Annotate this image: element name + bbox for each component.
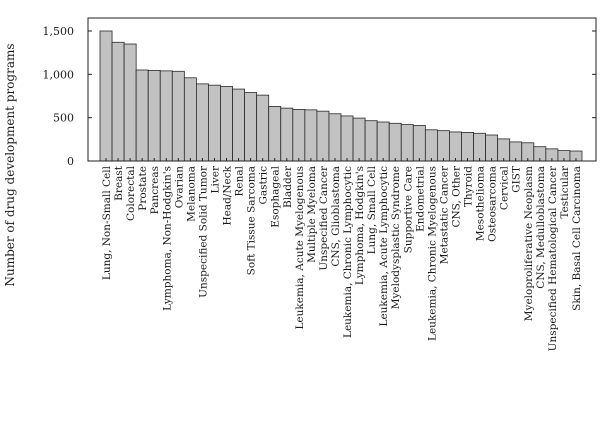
x-tick-label: Myelodysplastic Syndrome [390,166,402,309]
bar-9 [195,83,209,162]
bar-32 [473,132,486,162]
x-tick-label: Myeloproliferative Neoplasm [523,166,535,321]
bar-8 [183,77,197,162]
bar-33 [485,134,499,162]
bar-28 [424,129,438,162]
bar-14 [256,94,270,162]
bar-16 [280,107,294,162]
x-tick-label: CNS, Other [450,165,462,228]
bar-30 [449,131,462,162]
x-tick-label: Supportive Care [402,166,414,253]
x-tick-label: Leukemia, Acute Lymphocytic [378,166,390,327]
x-tick-label: Colorectal [125,165,137,221]
y-axis: 0 500 1,000 1,500 [43,25,596,168]
x-tick-label: GIST [511,166,523,193]
bar-2 [111,41,125,162]
x-tick-label: Esophageal [270,165,282,227]
x-tick-label: Osteosarcoma [487,166,499,242]
bar-31 [461,131,474,162]
bar-24 [376,121,390,162]
x-tick-label: Multiple Myeloma [306,166,318,263]
x-tick-label: Gastric [258,166,270,205]
bar-4 [135,69,149,162]
x-tick-label: Leukemia, Chronic Lymphocytic [342,166,354,338]
x-tick-label: Cervical [499,165,511,210]
x-tick-label: Endometrial [414,165,426,231]
x-tick-label: Pancreas [149,166,161,214]
x-tick-label: Leukemia, Chronic Myelogenous [426,166,438,341]
x-tick-label: Skin, Basal Cell Carcinoma [571,166,583,311]
x-tick-label: Thyroid [463,166,475,207]
x-tick-label: Bladder [282,165,294,208]
x-tick-label: Ovarian [173,166,185,208]
x-tick-label: Liver [209,165,221,193]
bar-26 [400,124,414,162]
y-tick-label: 1,500 [43,25,75,38]
x-tick-label: Lung, Small Cell [366,165,378,254]
bar-15 [268,106,282,162]
x-tick-label: Renal [234,165,246,196]
bar-1 [99,30,113,162]
x-tick-label: Soft Tissue Sarcoma [246,166,258,275]
x-tick-label: Unspecified Hematological Cancer [547,165,559,351]
bar-10 [208,84,221,162]
bar-5 [147,70,161,162]
bar-3 [123,43,137,162]
x-tick-label: Leukemia, Acute Myelogenous [294,166,306,330]
bar-27 [412,125,426,162]
x-tick-label: Prostate [137,166,149,211]
bar-22 [352,117,366,162]
bar-12 [232,88,246,162]
bar-20 [328,113,342,162]
bar-7 [171,70,185,162]
bar-18 [304,109,318,162]
x-tick-label: Breast [113,165,125,201]
x-tick-label: CNS, Glioblastoma [330,166,342,267]
x-tick-label: Lymphoma, Non-Hodgkin's [161,166,173,311]
x-tick-label: Lymphoma, Hodgkin's [354,166,366,285]
bar-29 [436,130,450,162]
bar-13 [244,92,258,162]
bar-17 [292,109,306,162]
bar-19 [316,110,330,162]
x-tick-label: Head/Neck [222,165,234,225]
x-tick-label: Testicular [559,165,571,219]
bar-6 [159,70,173,162]
bars-group [99,30,583,162]
bar-21 [340,115,354,162]
x-tick-label: Unspecified Solid Tumor [197,165,209,298]
x-tick-label: Melanoma [185,166,197,222]
bar-11 [220,86,233,162]
plot-frame [87,17,597,162]
y-axis-label: Number of drug development programs [3,43,17,286]
x-tick-label: CNS, Medulloblastoma [535,166,547,289]
x-tick-label: Unspecified Cancer [318,165,330,271]
y-tick-label: 0 [67,155,74,168]
x-tick-label: Mesothelioma [475,166,487,241]
bar-23 [364,120,378,162]
y-tick-label: 500 [53,112,74,125]
x-axis: Lung, Non-Small Cell Breast Colorectal Pros… [101,158,583,351]
x-tick-label: Metastatic Cancer [438,165,450,264]
y-tick-label: 1,000 [43,68,75,81]
bar-34 [497,138,511,162]
x-tick-label: Lung, Non-Small Cell [101,165,113,280]
bar-25 [388,122,402,162]
